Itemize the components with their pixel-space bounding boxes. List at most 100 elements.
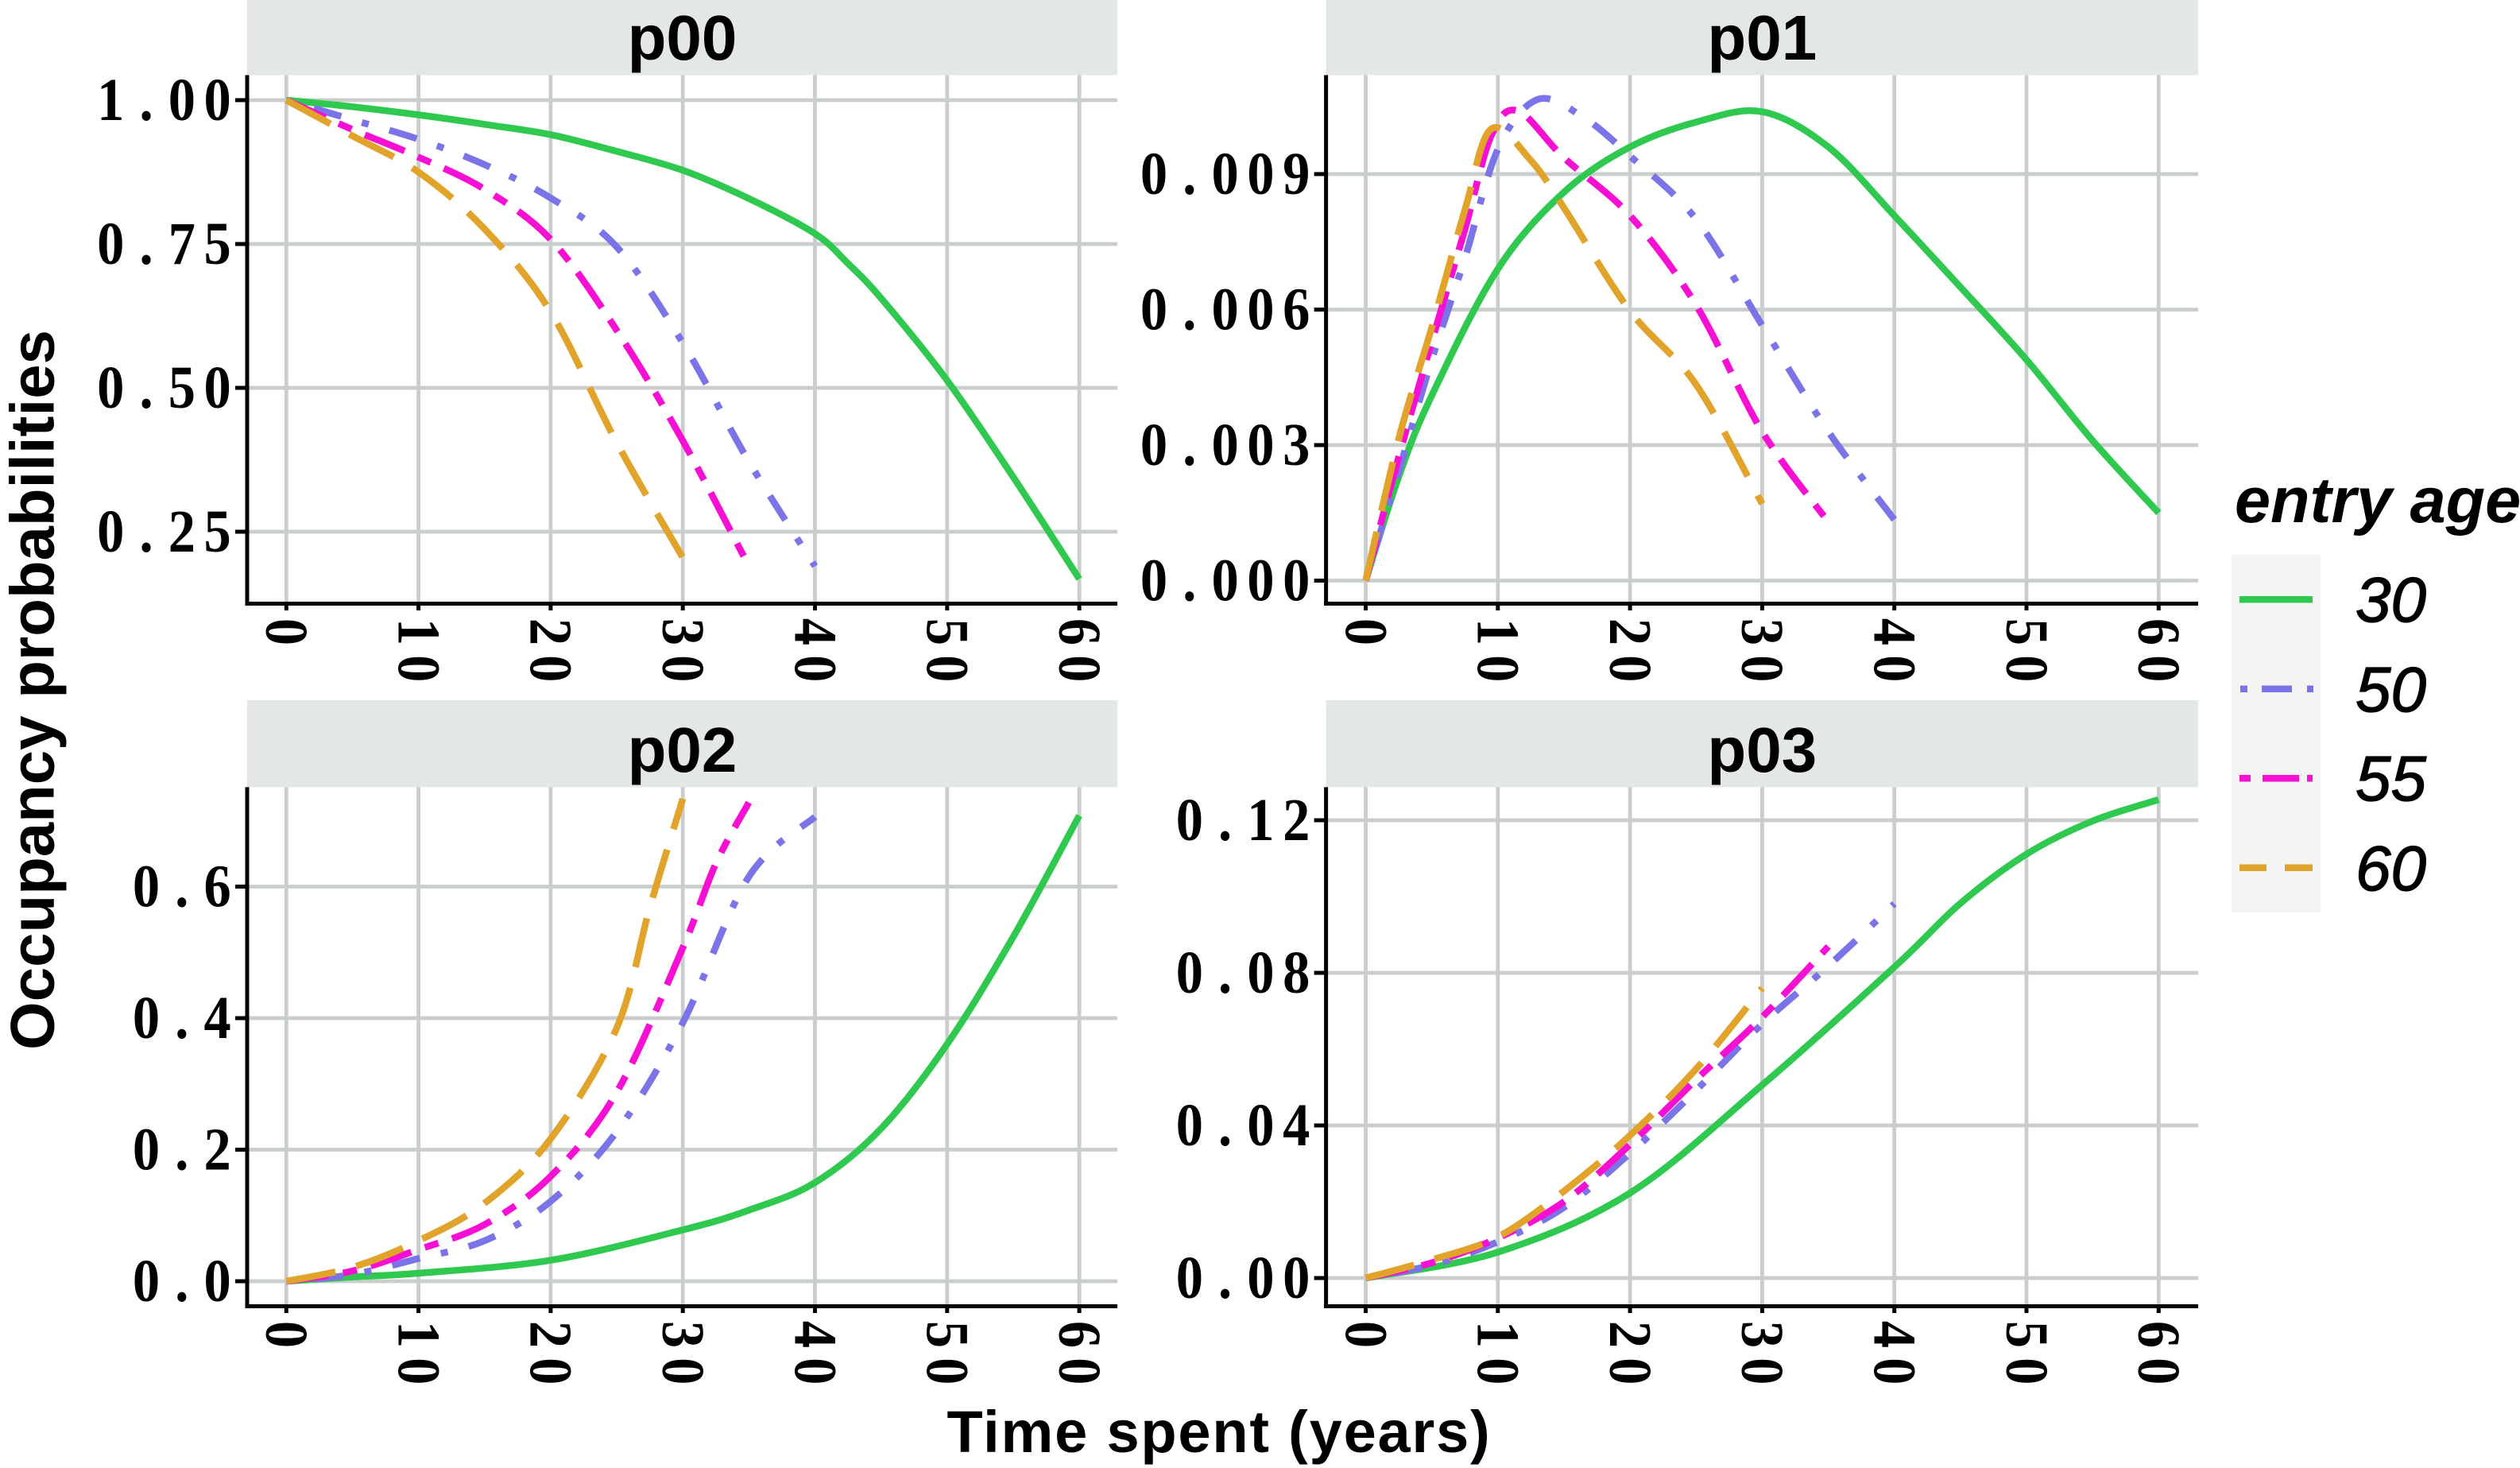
svg-text:.: . <box>175 1248 188 1315</box>
svg-text:0: 0 <box>1176 939 1203 1006</box>
svg-text:6: 6 <box>2125 618 2192 645</box>
svg-text:0: 0 <box>1728 655 1795 682</box>
svg-text:0: 0 <box>1332 618 1399 645</box>
svg-text:3: 3 <box>1728 618 1795 645</box>
svg-text:0: 0 <box>2125 1358 2192 1385</box>
svg-text:0: 0 <box>97 211 124 277</box>
svg-text:0: 0 <box>1140 412 1167 478</box>
svg-text:0: 0 <box>1283 547 1310 614</box>
svg-text:5: 5 <box>204 498 231 565</box>
svg-text:0: 0 <box>1212 547 1239 614</box>
svg-text:.: . <box>139 211 153 277</box>
svg-text:0: 0 <box>204 354 231 421</box>
svg-text:0: 0 <box>1247 547 1274 614</box>
svg-text:3: 3 <box>649 618 716 645</box>
svg-text:0: 0 <box>1140 141 1167 207</box>
svg-text:p00: p00 <box>628 2 737 73</box>
svg-text:0: 0 <box>1140 276 1167 343</box>
svg-text:4: 4 <box>1861 618 1928 645</box>
svg-text:0: 0 <box>1212 276 1239 343</box>
svg-text:4: 4 <box>1861 1321 1928 1348</box>
svg-text:0: 0 <box>97 498 124 565</box>
svg-text:0: 0 <box>97 354 124 421</box>
svg-text:6: 6 <box>1046 1321 1113 1348</box>
svg-text:5: 5 <box>1993 618 2060 645</box>
svg-text:1: 1 <box>1247 787 1274 854</box>
svg-text:0: 0 <box>204 1248 231 1315</box>
svg-text:0: 0 <box>168 67 195 134</box>
svg-text:4: 4 <box>781 618 848 645</box>
svg-text:.: . <box>1218 787 1232 854</box>
svg-text:0: 0 <box>1332 1321 1399 1348</box>
svg-text:0: 0 <box>914 1358 981 1385</box>
svg-text:2: 2 <box>517 1321 584 1348</box>
svg-text:5: 5 <box>914 1321 981 1348</box>
svg-text:0: 0 <box>1247 141 1274 207</box>
svg-text:1: 1 <box>385 1321 452 1348</box>
svg-text:.: . <box>1218 1092 1232 1159</box>
svg-text:1: 1 <box>1465 1321 1531 1348</box>
svg-text:0: 0 <box>133 985 160 1052</box>
svg-text:.: . <box>175 853 188 920</box>
svg-text:30: 30 <box>2355 564 2426 635</box>
svg-text:0: 0 <box>1993 655 2060 682</box>
svg-text:.: . <box>1183 547 1196 614</box>
svg-text:2: 2 <box>517 618 584 645</box>
svg-text:50: 50 <box>2355 654 2426 725</box>
svg-text:0: 0 <box>1597 655 1663 682</box>
svg-text:2: 2 <box>168 498 195 565</box>
svg-text:0: 0 <box>517 1358 584 1385</box>
svg-text:0: 0 <box>1176 1092 1203 1159</box>
svg-text:0: 0 <box>1247 412 1274 478</box>
svg-text:0: 0 <box>1728 1358 1795 1385</box>
svg-text:0: 0 <box>253 1321 319 1348</box>
svg-text:p01: p01 <box>1707 2 1817 73</box>
svg-text:0: 0 <box>1176 787 1203 854</box>
svg-text:0: 0 <box>1140 547 1167 614</box>
svg-text:.: . <box>1218 1245 1232 1311</box>
svg-text:2: 2 <box>204 1116 231 1183</box>
svg-text:7: 7 <box>168 211 195 277</box>
svg-text:1: 1 <box>97 67 124 134</box>
svg-text:0: 0 <box>204 67 231 134</box>
svg-text:3: 3 <box>1283 412 1310 478</box>
svg-text:0: 0 <box>253 618 319 645</box>
svg-text:3: 3 <box>1728 1321 1795 1348</box>
svg-text:0: 0 <box>133 1116 160 1183</box>
svg-text:5: 5 <box>204 211 231 277</box>
svg-text:0: 0 <box>385 1358 452 1385</box>
svg-text:0: 0 <box>1465 655 1531 682</box>
svg-text:0: 0 <box>1861 1358 1928 1385</box>
svg-text:0: 0 <box>1247 1092 1274 1159</box>
svg-text:entry age: entry age <box>2235 465 2520 536</box>
svg-text:0: 0 <box>1247 939 1274 1006</box>
svg-text:0: 0 <box>2125 655 2192 682</box>
svg-text:0: 0 <box>914 655 981 682</box>
svg-text:8: 8 <box>1283 939 1310 1006</box>
svg-text:.: . <box>139 498 153 565</box>
svg-text:0: 0 <box>385 655 452 682</box>
svg-text:3: 3 <box>649 1321 716 1348</box>
svg-text:0: 0 <box>1861 655 1928 682</box>
svg-text:0: 0 <box>781 655 848 682</box>
svg-text:0: 0 <box>517 655 584 682</box>
svg-text:0: 0 <box>1247 1245 1274 1311</box>
svg-text:0: 0 <box>649 1358 716 1385</box>
svg-text:1: 1 <box>1465 618 1531 645</box>
svg-text:0: 0 <box>781 1358 848 1385</box>
svg-text:0: 0 <box>649 655 716 682</box>
svg-text:2: 2 <box>1283 787 1310 854</box>
svg-text:.: . <box>175 1116 188 1183</box>
svg-text:0: 0 <box>1176 1245 1203 1311</box>
svg-text:0: 0 <box>1465 1358 1531 1385</box>
svg-text:.: . <box>1218 939 1232 1006</box>
svg-text:.: . <box>1183 412 1196 478</box>
svg-text:6: 6 <box>1046 618 1113 645</box>
svg-text:6: 6 <box>204 853 231 920</box>
svg-text:.: . <box>139 354 153 421</box>
svg-text:Occupancy probabilities: Occupancy probabilities <box>0 330 67 1050</box>
svg-text:0: 0 <box>1046 1358 1113 1385</box>
svg-text:0: 0 <box>133 1248 160 1315</box>
svg-text:0: 0 <box>1046 655 1113 682</box>
svg-text:.: . <box>139 67 153 134</box>
